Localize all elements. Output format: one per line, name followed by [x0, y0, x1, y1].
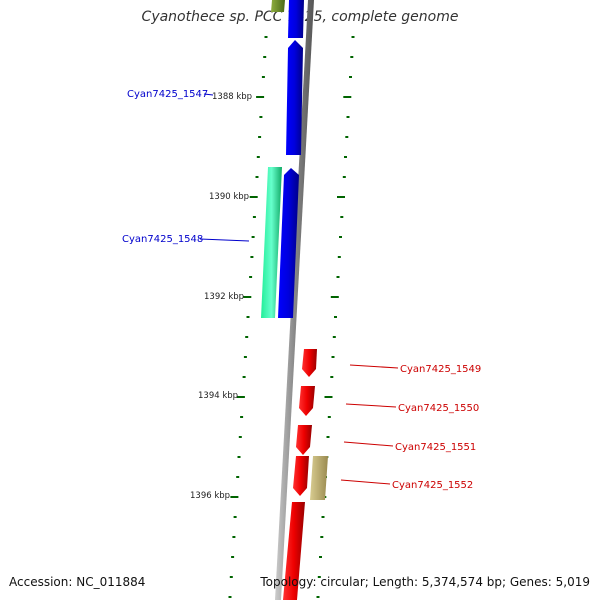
gene-cyan7425-1548: [278, 168, 299, 318]
gene-cyan7425-1552-red: [293, 456, 309, 496]
tick-mark: [230, 496, 239, 498]
tick-mark: [263, 56, 267, 58]
scale-label: 1392 kbp: [204, 292, 244, 302]
tick-mark: [264, 36, 268, 38]
tick-mark: [243, 296, 252, 298]
tick-mark: [256, 156, 260, 158]
scale-labels: 1388 kbp 1390 kbp 1392 kbp 1394 kbp 1396…: [190, 92, 252, 501]
gene-red-bottom: [283, 502, 305, 600]
tick-mark: [316, 596, 320, 598]
tick-mark: [256, 96, 265, 98]
tick-mark: [351, 36, 355, 38]
leader-line: [203, 93, 214, 96]
tick-mark: [320, 536, 324, 538]
tick-mark: [233, 516, 237, 518]
tick-mark: [249, 276, 253, 278]
gene-label[interactable]: Cyan7425_1547: [127, 89, 208, 100]
tick-mark: [327, 416, 331, 418]
tick-mark: [337, 196, 345, 198]
tick-mark: [251, 236, 255, 238]
gene-cyan7425-1552: [310, 456, 328, 500]
tick-mark: [339, 236, 342, 238]
tick-mark: [237, 456, 241, 458]
tick-mark: [330, 296, 339, 298]
gene-label[interactable]: Cyan7425_1548: [122, 234, 203, 245]
leader-line: [340, 479, 391, 485]
gene-cyan7425-1547: [286, 40, 303, 155]
tick-mark: [255, 176, 259, 178]
gene-cyan7425-1550: [299, 386, 315, 416]
gene-features: [261, 0, 328, 600]
gene-blue-top: [288, 0, 304, 38]
gene-cyan7425-1551: [296, 425, 312, 455]
gene-cyan7425-1549: [302, 349, 317, 377]
label-leaders: [199, 93, 399, 485]
genome-backbone: [275, 0, 314, 600]
tick-mark: [321, 516, 325, 518]
tick-mark: [246, 316, 250, 318]
tick-mark: [259, 116, 263, 118]
tick-mark: [261, 76, 265, 78]
accession-text: Accession: NC_011884: [9, 575, 146, 589]
leader-line: [199, 238, 250, 242]
gene-label[interactable]: Cyan7425_1552: [392, 480, 473, 491]
tick-mark: [346, 116, 350, 118]
tick-mark: [330, 376, 334, 378]
gene-olive-top: [271, 0, 285, 12]
tick-mark: [232, 536, 236, 538]
scale-label: 1396 kbp: [190, 491, 230, 501]
tick-mark: [245, 336, 249, 338]
tick-mark: [344, 156, 347, 158]
scale-label: 1388 kbp: [212, 92, 252, 102]
tick-mark: [242, 376, 246, 378]
gene-label[interactable]: Cyan7425_1549: [400, 364, 481, 375]
tick-mark: [349, 76, 352, 78]
tick-mark: [240, 416, 244, 418]
tick-mark: [231, 556, 235, 558]
gene-rna: [261, 167, 282, 318]
tick-mark: [332, 336, 336, 338]
tick-mark: [249, 196, 258, 198]
tick-mark: [324, 396, 333, 398]
tick-mark: [342, 176, 346, 178]
tick-mark: [252, 216, 256, 218]
tick-track: [228, 36, 355, 598]
leader-line: [343, 441, 394, 447]
gene-labels: Cyan7425_1547 Cyan7425_1548 Cyan7425_154…: [122, 89, 481, 491]
leader-line: [349, 364, 399, 369]
scale-label: 1390 kbp: [209, 192, 249, 202]
tick-mark: [238, 436, 242, 438]
tick-mark: [336, 276, 340, 278]
tick-mark: [350, 56, 354, 58]
tick-mark: [243, 356, 247, 358]
tick-mark: [319, 556, 322, 558]
tick-mark: [331, 356, 335, 358]
tick-mark: [337, 256, 341, 258]
tick-mark: [340, 216, 344, 218]
gene-label[interactable]: Cyan7425_1550: [398, 403, 479, 414]
tick-mark: [229, 576, 233, 578]
tick-mark: [317, 576, 321, 578]
tick-mark: [236, 476, 240, 478]
scale-label: 1394 kbp: [198, 391, 238, 401]
gene-label[interactable]: Cyan7425_1551: [395, 442, 476, 453]
leader-line: [345, 403, 397, 408]
tick-mark: [345, 136, 349, 138]
tick-mark: [236, 396, 245, 398]
tick-mark: [258, 136, 262, 138]
tick-mark: [343, 96, 352, 98]
tick-mark: [228, 596, 232, 598]
genome-summary-text: Topology: circular; Length: 5,374,574 bp…: [260, 575, 590, 589]
tick-mark: [326, 436, 330, 438]
tick-mark: [334, 316, 337, 318]
tick-mark: [250, 256, 254, 258]
